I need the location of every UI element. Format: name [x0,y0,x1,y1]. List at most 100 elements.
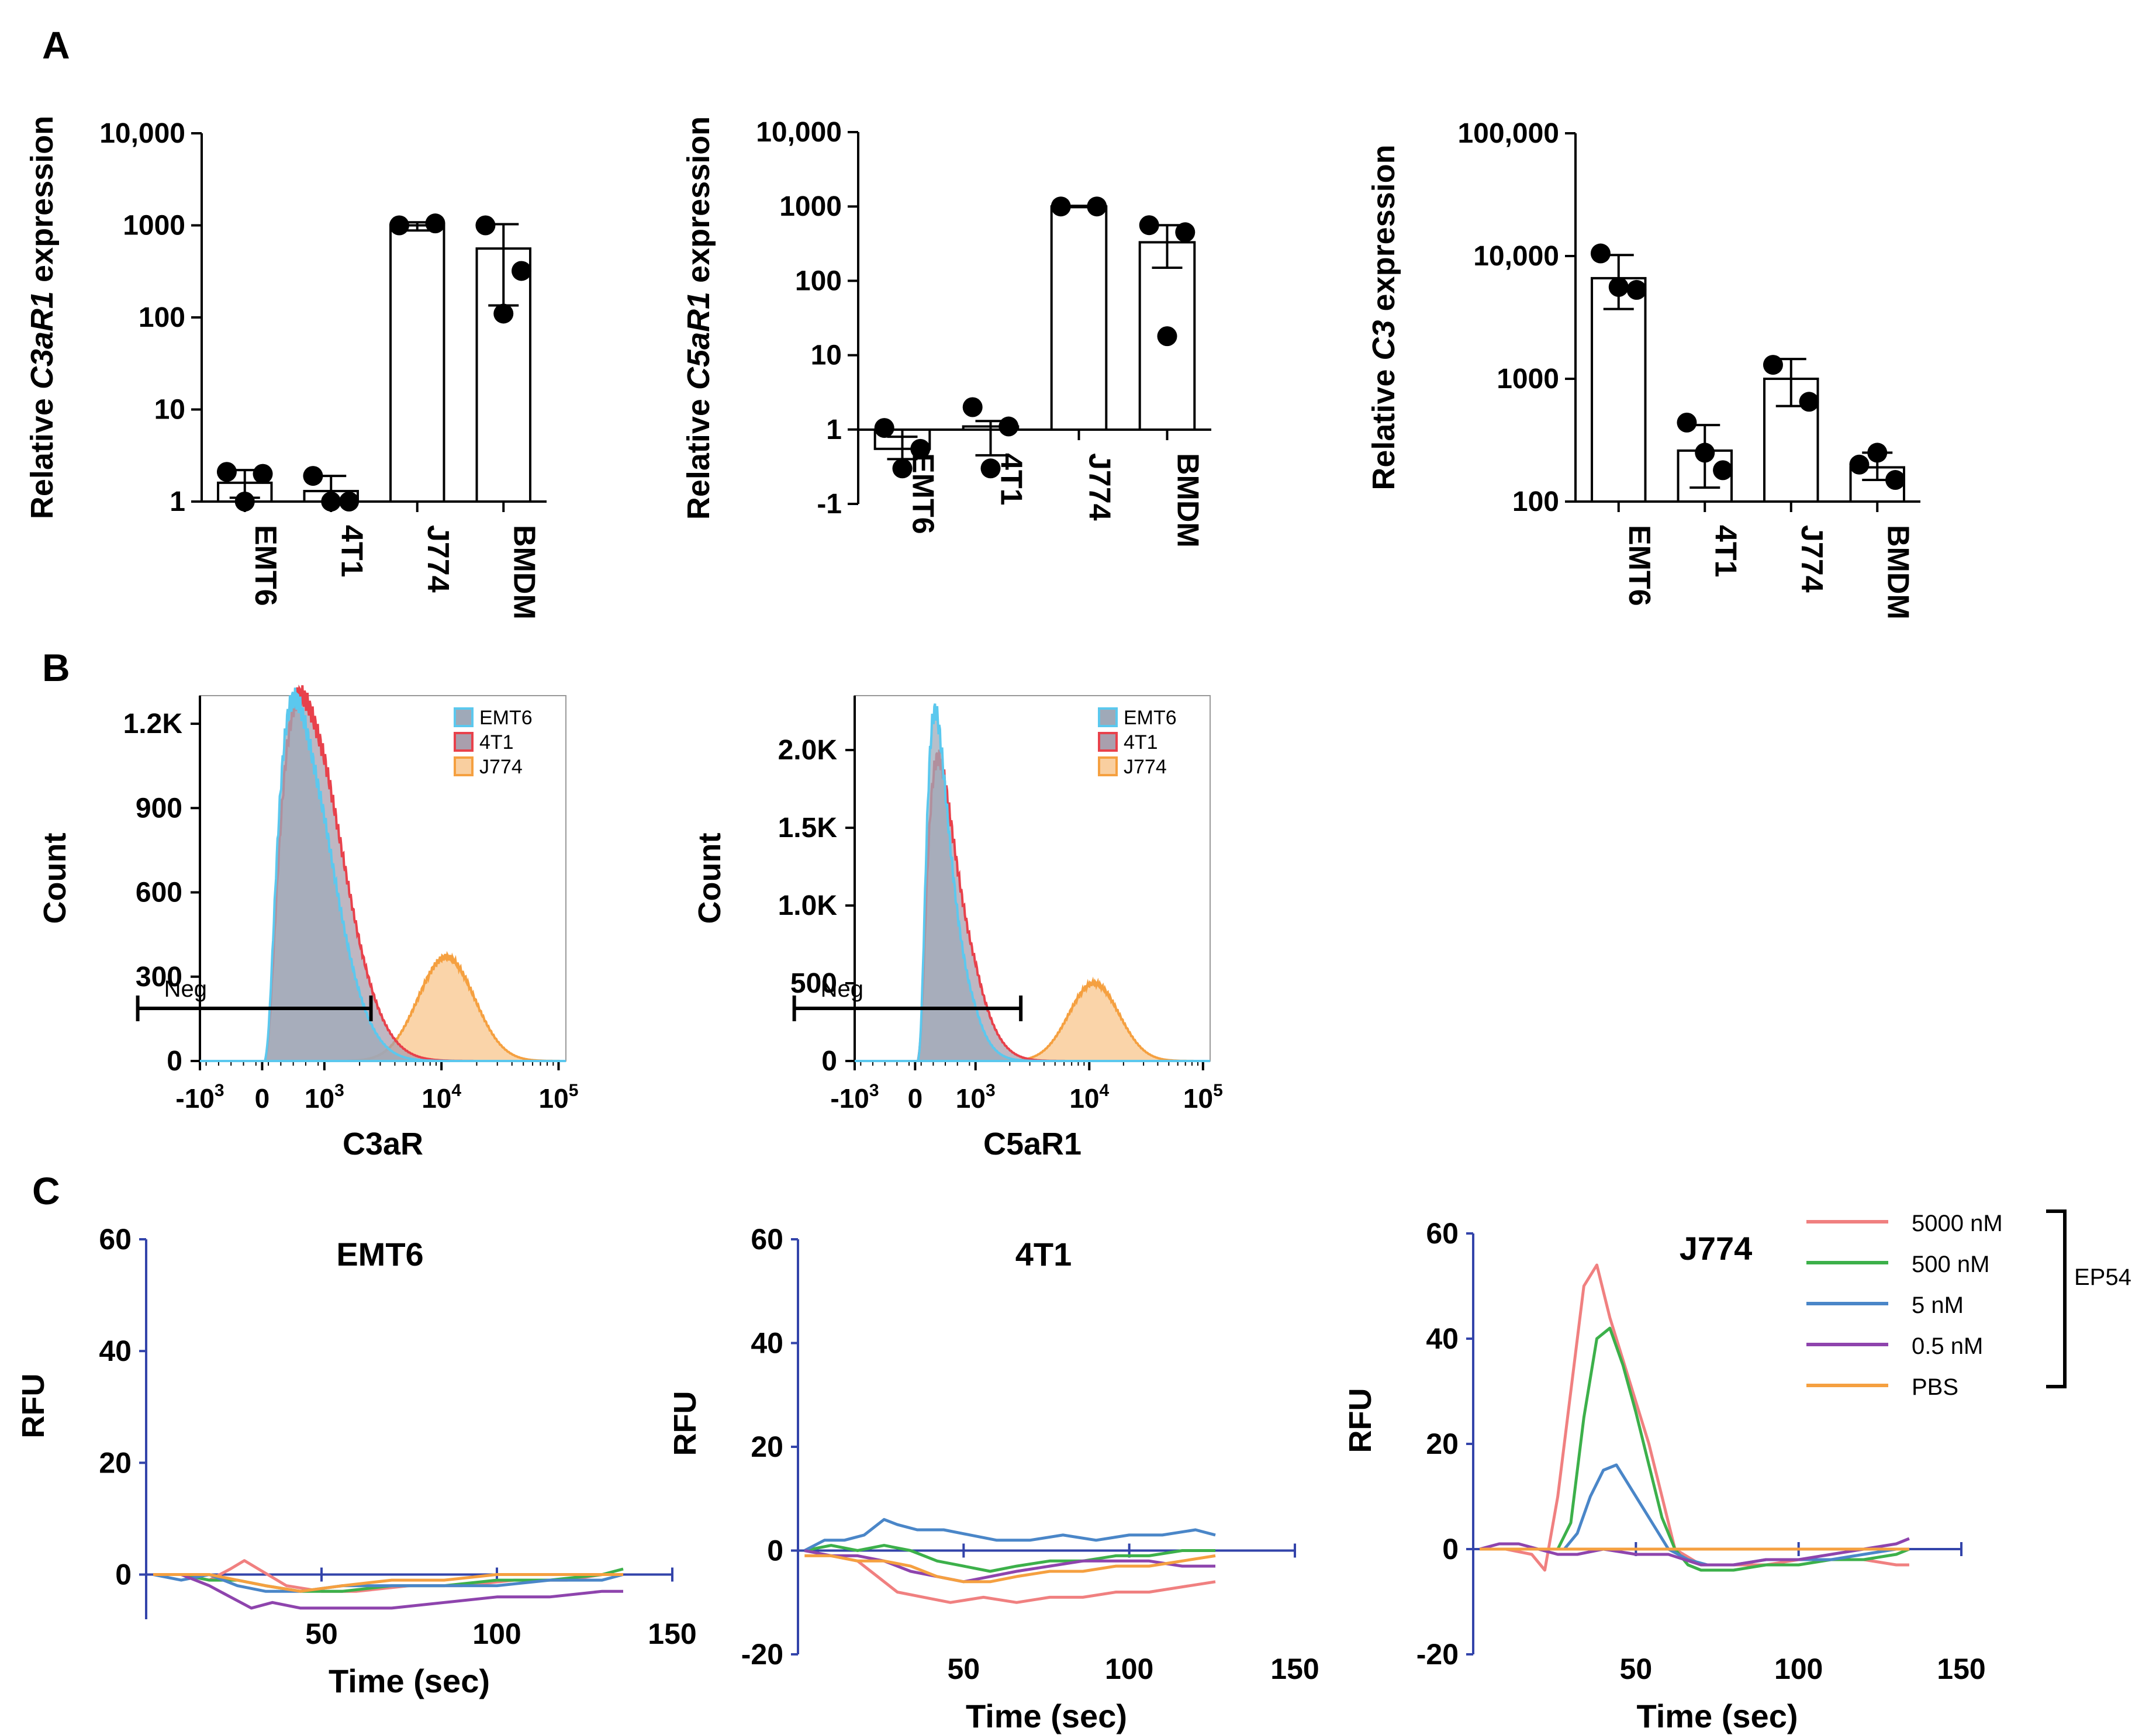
y-axis-label: Count [37,833,72,924]
x-axis-label: Time (sec) [1637,1698,1798,1734]
data-point [303,466,323,486]
chart-c3-expression: 100 1000 10,000 100,000 Relative C3 expressi… [1366,118,1920,620]
y-axis-label: RFU [668,1391,703,1456]
y-tick-label: 300 [136,962,182,993]
x-axis-label: Time (sec) [966,1698,1127,1734]
panel-label-b: B [42,646,70,689]
y-tick-label: 100 [1512,486,1559,517]
y-tick-label: 40 [751,1327,783,1360]
x-tick-label: EMT6 [906,453,940,534]
series-line-500-nm [804,1544,1215,1573]
y-label-pre: Relative [25,389,60,519]
x-tick-base: 10 [1069,1083,1099,1114]
x-tick-label: BMDM [1881,525,1915,620]
y-tick-label: 20 [751,1430,783,1463]
legend-label: 4T1 [479,731,514,754]
chart-emt6-calcium: 0 20 40 60 50 100 150 EMT6 RFU Time (sec) [16,1223,697,1699]
x-tick-label: -103 [175,1081,224,1114]
y-axis-label: Relative C3aR1 expression [25,116,60,519]
legend-swatch [454,732,474,752]
y-tick-label: 1.0K [778,890,838,921]
y-tick-label: 60 [99,1223,132,1256]
series-line-5000-nm [1480,1263,1909,1572]
series-line-pbs [804,1554,1216,1584]
data-point [910,438,931,459]
x-tick-label: 150 [648,1618,696,1650]
y-tick-label: 10 [154,395,185,426]
x-tick-label: 103 [305,1081,344,1114]
x-tick-label: J774 [1795,525,1829,593]
legend-label: J774 [1124,756,1167,778]
chart-title: J774 [1680,1230,1753,1267]
x-tick-exp: 4 [1100,1081,1110,1100]
y-tick-label: -1 [817,489,842,520]
y-tick-label: 60 [751,1223,783,1256]
legend-ep54: 5000 nM 500 nM 5 nM 0.5 nM PBS EP54 [1806,1209,2131,1400]
y-tick-label: 0 [767,1534,783,1567]
y-tick-label: 10,000 [99,118,185,149]
bar-j774 [389,224,445,503]
chart-4t1-calcium: -20 0 20 40 60 50 100 150 4T1 RFU Time (sec) [668,1223,1319,1734]
x-axis-label: C3aR [343,1126,423,1162]
data-point [1763,355,1783,375]
panel-label-a: A [42,23,70,67]
y-tick-label: 900 [136,793,182,824]
y-tick-label: 1.5K [778,813,838,844]
data-point [980,458,1001,479]
x-tick-exp: 3 [986,1081,996,1100]
y-label-gene: C5aR1 [681,292,716,390]
x-tick-base: 10 [421,1083,451,1114]
legend-swatch [1098,707,1118,727]
y-tick-label: 1 [826,414,842,445]
y-tick-label: 20 [99,1446,132,1479]
chart-j774-calcium: -20 0 20 40 60 50 100 150 J774 RFU Time (sec) [1343,1217,1986,1734]
panel-label-c: C [32,1169,60,1212]
data-point [1799,392,1819,412]
y-tick-label: 100 [139,302,185,333]
x-tick-label: J774 [421,525,455,593]
y-tick-label: 0 [821,1046,837,1077]
x-tick-label: 100 [1774,1653,1823,1685]
data-point [998,416,1019,437]
data-point [1849,454,1870,475]
y-tick-label: 1000 [779,191,842,222]
x-tick-label: 4T1 [334,525,368,578]
legend-swatch [454,707,474,727]
y-tick-label: 0 [1442,1533,1459,1565]
y-label-pre: Relative [681,390,716,520]
x-tick-label: 4T1 [994,453,1028,506]
gate-label: Neg [821,976,863,1002]
y-tick-label: 40 [1426,1322,1459,1355]
legend-label: PBS [1912,1374,1958,1400]
data-point [339,492,360,511]
x-tick-label: 0 [255,1083,270,1114]
series-line-5-nm [804,1518,1216,1552]
x-tick-label: 50 [948,1653,980,1685]
legend-bracket-label: EP54 [2074,1264,2131,1290]
y-axis-label: RFU [1343,1388,1378,1453]
x-tick-base: -10 [175,1083,214,1114]
chart-title: EMT6 [336,1236,423,1273]
x-tick-label: 100 [1105,1653,1153,1685]
data-point [1885,470,1906,490]
y-tick-label: 60 [1426,1217,1459,1250]
y-axis-label: RFU [16,1374,51,1439]
data-point [475,215,496,236]
y-label-pre: Relative [1366,361,1401,490]
x-tick-label: -103 [830,1081,879,1114]
chart-title: 4T1 [1015,1236,1072,1273]
y-tick-label: 2.0K [778,735,838,766]
y-tick-label: 1.2K [123,708,183,739]
x-tick-exp: 5 [1213,1081,1223,1100]
series-line-5-nm [1480,1463,1909,1567]
bar-bmdm [1138,241,1196,431]
legend-label: 0.5 nM [1912,1333,1983,1359]
y-label-gene: C3aR1 [25,291,60,389]
x-tick-label: BMDM [1171,453,1205,548]
data-point [962,397,983,417]
data-point [1157,326,1177,347]
x-axis-label: C5aR1 [983,1126,1082,1162]
